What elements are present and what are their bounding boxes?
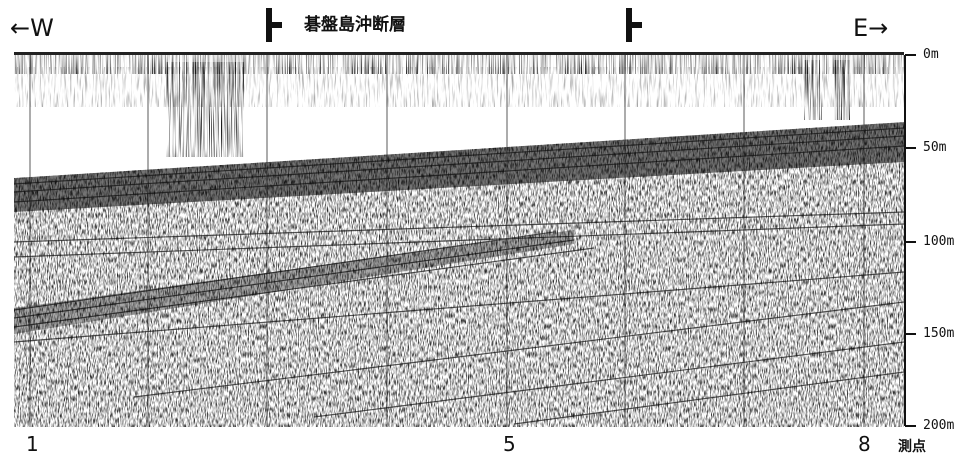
depth-label-0: 0m — [923, 47, 939, 62]
fault-end-marker — [626, 8, 642, 42]
depth-label-200: 200m — [923, 418, 955, 433]
depth-label-150: 150m — [923, 326, 955, 341]
fault-start-marker — [266, 8, 282, 42]
fault-name-title: 碁盤島沖断層 — [304, 15, 406, 35]
station-label-8: 8 — [858, 432, 871, 456]
station-axis-title: 測点 — [898, 439, 926, 455]
east-direction-label: E→ — [853, 14, 889, 42]
west-direction-label: ←W — [10, 14, 54, 42]
depth-axis — [904, 54, 916, 427]
depth-label-50: 50m — [923, 140, 947, 155]
depth-label-100: 100m — [923, 234, 955, 249]
station-label-1: 1 — [26, 432, 39, 456]
seismic-profile-section — [14, 52, 904, 427]
station-label-5: 5 — [503, 432, 516, 456]
